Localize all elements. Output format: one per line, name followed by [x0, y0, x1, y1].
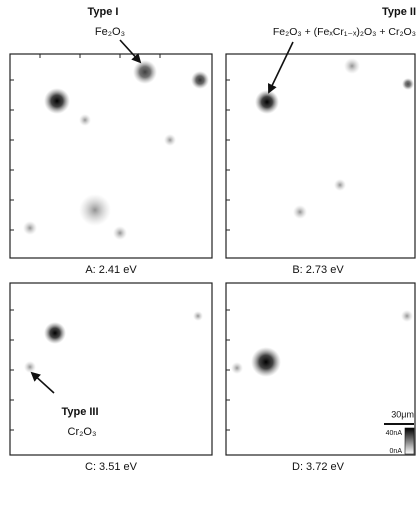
spot [191, 71, 209, 89]
spot [231, 362, 243, 374]
spot [251, 347, 281, 377]
panel-frame [10, 54, 212, 258]
panel-caption: A: 2.41 eV [85, 264, 137, 276]
type-title: Type III [61, 406, 98, 418]
type-formula: Fe₂O₃ + (FeₓCr₁₋ₓ)₂O₃ + Cr₂O₃ [273, 26, 416, 38]
type-title: Type II [382, 6, 416, 18]
color-bar-label: 0nA [390, 448, 403, 455]
spot [23, 221, 37, 235]
panel-caption: D: 3.72 eV [292, 461, 345, 473]
spot [344, 58, 360, 74]
spot [113, 226, 127, 240]
spot [334, 179, 346, 191]
scale-label: 30μm [391, 409, 414, 419]
spot [79, 194, 111, 226]
spot [293, 205, 307, 219]
page: {"annotations": { "type_1": {"title": "T… [0, 0, 417, 509]
spot [164, 134, 176, 146]
figure: Type I Fe₂O₃ Type II Fe₂O₃ + (FeₓCr₁₋ₓ)₂… [0, 0, 417, 509]
color-bar [405, 428, 414, 454]
spot [193, 311, 203, 321]
spot [44, 322, 66, 344]
spot [401, 310, 413, 322]
panel-b [226, 54, 415, 258]
panel-frame [226, 54, 415, 258]
panel-c [10, 283, 212, 455]
spot [24, 361, 36, 373]
spot [402, 78, 414, 90]
spot [44, 88, 70, 114]
color-bar-label: 40nA [386, 430, 403, 437]
panel-caption: B: 2.73 eV [292, 264, 344, 276]
spot [133, 60, 157, 84]
type-formula: Fe₂O₃ [95, 26, 125, 38]
spot [255, 90, 279, 114]
panel-a [10, 54, 212, 258]
type-formula: Cr₂O₃ [68, 426, 97, 438]
type-title: Type I [88, 6, 119, 18]
spot [79, 114, 91, 126]
panel-caption: C: 3.51 eV [85, 461, 138, 473]
panel-frame [10, 283, 212, 455]
